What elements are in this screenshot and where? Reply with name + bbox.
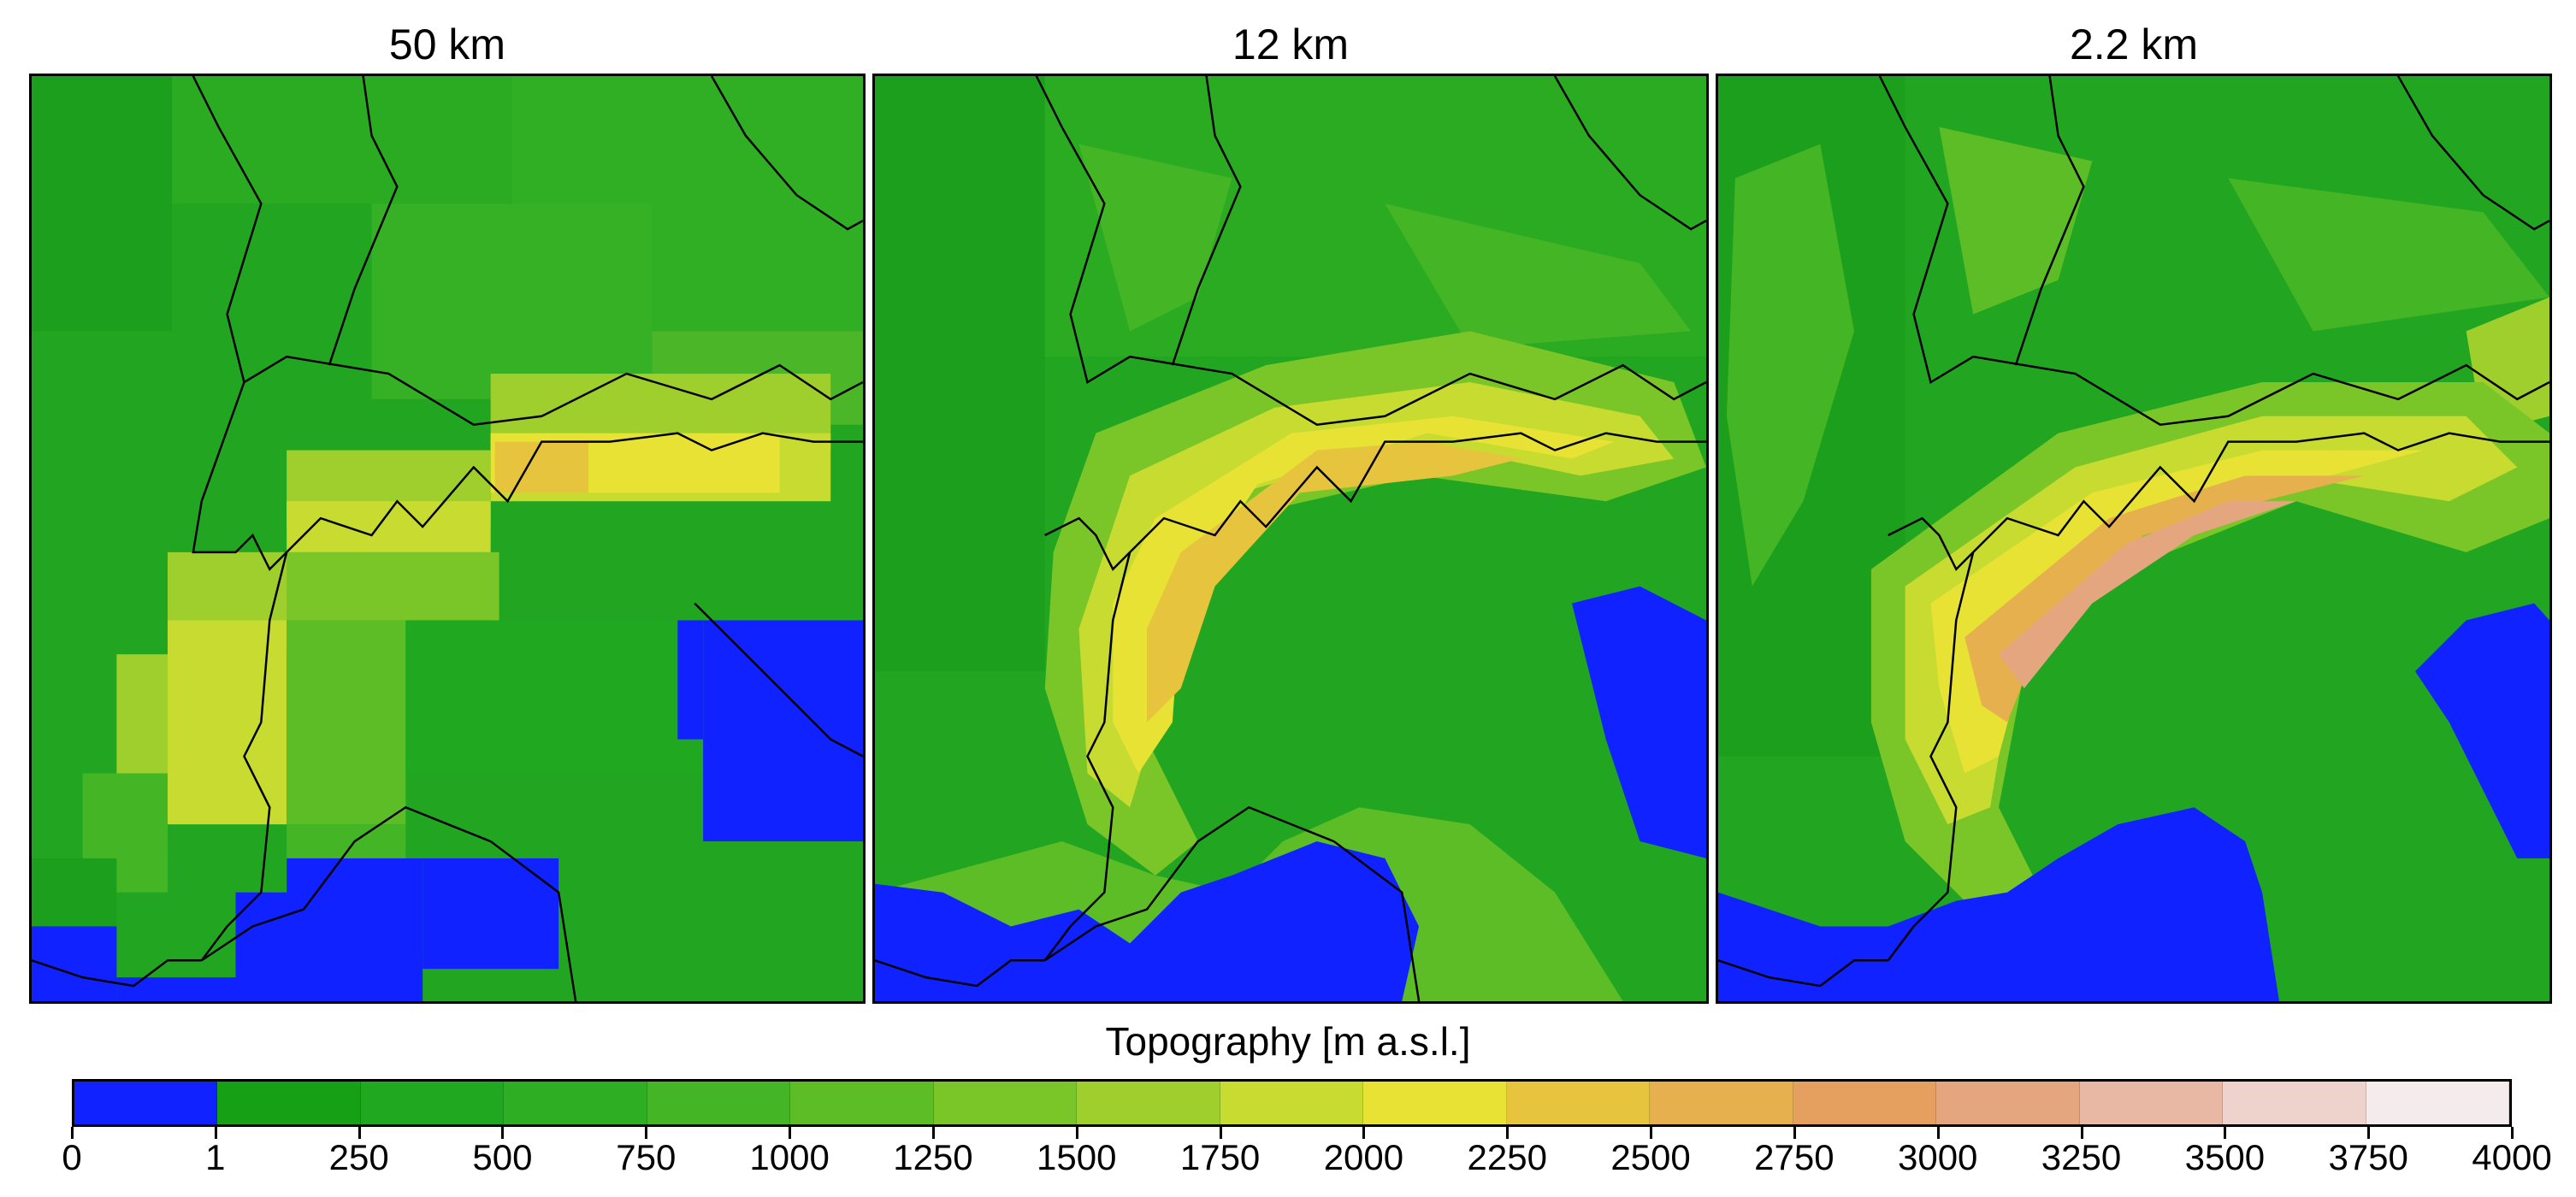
colorbar-segment [1936, 1082, 2080, 1124]
colorbar-tick-label: 250 [328, 1137, 389, 1177]
colorbar-tick-label: 1000 [749, 1137, 830, 1177]
colorbar-tick-label: 2500 [1610, 1137, 1691, 1177]
colorbar-tick-label: 750 [616, 1137, 676, 1177]
colorbar-segment [2366, 1082, 2509, 1124]
colorbar-tick-label: 3750 [2328, 1137, 2408, 1177]
colorbar-tick-mark [71, 1127, 74, 1139]
colorbar-segment [1220, 1082, 1364, 1124]
colorbar-tick-label: 1500 [1037, 1137, 1117, 1177]
map-panel-2km [1716, 74, 2552, 1004]
colorbar-tick-mark [1362, 1127, 1366, 1139]
colorbar-title: Topography [m a.s.l.] [1105, 1019, 1471, 1064]
colorbar-tick-label: 1750 [1179, 1137, 1261, 1177]
colorbar-tick-mark [931, 1127, 935, 1139]
colorbar-tick-label: 2250 [1467, 1137, 1547, 1177]
colorbar-tick-label: 4000 [2472, 1137, 2552, 1177]
colorbar-tick-mark [2511, 1127, 2514, 1139]
colorbar-tick-label: 500 [472, 1137, 533, 1177]
colorbar-tick-mark [1650, 1127, 1653, 1139]
colorbar-segment [360, 1082, 505, 1124]
panel-title-2km: 2.2 km [2069, 21, 2199, 68]
colorbar [72, 1079, 2512, 1127]
panel-title-50km: 50 km [388, 21, 506, 68]
topography-map-50km [32, 76, 863, 1001]
colorbar-tick-mark [789, 1127, 792, 1139]
colorbar-tick-mark [1793, 1127, 1796, 1139]
colorbar-segment [1506, 1082, 1651, 1124]
colorbar-tick-mark [1936, 1127, 1940, 1139]
topography-map-2km [1718, 76, 2549, 1001]
colorbar-tick-mark [2367, 1127, 2371, 1139]
colorbar-tick-label: 1 [205, 1137, 226, 1177]
colorbar-tick-mark [214, 1127, 217, 1139]
colorbar-tick-mark [357, 1127, 361, 1139]
colorbar-tick-label: 0 [62, 1137, 82, 1177]
colorbar-segment [2223, 1082, 2366, 1124]
panel-title-12km: 12 km [1232, 21, 1350, 68]
colorbar-segment [1077, 1082, 1220, 1124]
colorbar-segment [933, 1082, 1078, 1124]
colorbar-tick-mark [645, 1127, 648, 1139]
colorbar-tick-mark [1506, 1127, 1510, 1139]
colorbar-tick-label: 2750 [1754, 1137, 1835, 1177]
map-panel-50km [29, 74, 866, 1004]
colorbar-tick-label: 1250 [893, 1137, 973, 1177]
colorbar-segment [1363, 1082, 1507, 1124]
colorbar-tick-label: 3250 [2041, 1137, 2122, 1177]
colorbar-tick-mark [501, 1127, 505, 1139]
colorbar-segment [790, 1082, 934, 1124]
colorbar-segment [647, 1082, 791, 1124]
colorbar-segment [74, 1082, 218, 1124]
colorbar-tick-mark [1075, 1127, 1078, 1139]
colorbar-tick-label: 3500 [2184, 1137, 2266, 1177]
colorbar-tick-mark [1219, 1127, 1222, 1139]
colorbar-segment [1793, 1082, 1937, 1124]
colorbar-tick-mark [2224, 1127, 2227, 1139]
topography-map-12km [875, 76, 1706, 1001]
map-panel-12km [872, 74, 1709, 1004]
colorbar-segment [1650, 1082, 1793, 1124]
colorbar-tick-label: 2000 [1323, 1137, 1404, 1177]
colorbar-ticks: 0 1 250 500 750 1000 1250 1500 1750 2000 2250 2500 2… [62, 1127, 2552, 1178]
colorbar-segment [2079, 1082, 2224, 1124]
colorbar-tick-mark [2080, 1127, 2083, 1139]
colorbar-segment [217, 1082, 361, 1124]
colorbar-tick-label: 3000 [1897, 1137, 1978, 1177]
colorbar-segment [504, 1082, 647, 1124]
